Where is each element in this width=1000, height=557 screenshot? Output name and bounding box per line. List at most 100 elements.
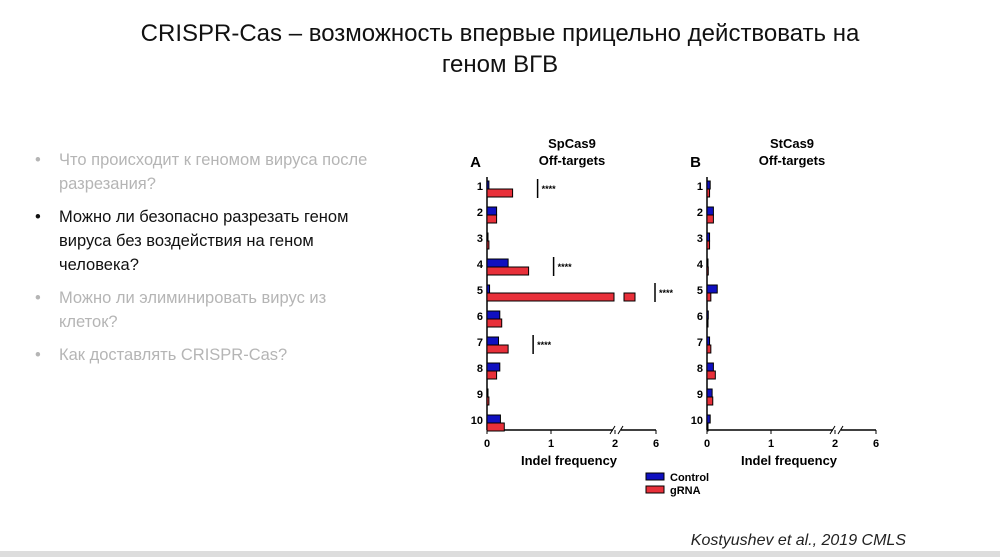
bar-grna [486, 344, 509, 354]
bar-control [706, 388, 713, 398]
category-label: 9 [477, 389, 483, 401]
category-label: 7 [697, 337, 703, 349]
category-label: 2 [477, 207, 483, 219]
legend-swatch [645, 485, 665, 494]
x-tick-label: 1 [768, 438, 774, 450]
bar-grna [486, 266, 530, 276]
axis-break-mark [617, 425, 624, 435]
bar-control [706, 284, 718, 294]
bar-control [706, 232, 711, 242]
bar-grna [706, 214, 714, 224]
category-label: 5 [697, 285, 703, 297]
category-label: 1 [477, 181, 483, 193]
bar-control [486, 336, 500, 346]
bar-grna [486, 396, 490, 406]
panel-letter: A [470, 154, 481, 171]
bar-control [486, 362, 501, 372]
bar-grna [706, 370, 716, 380]
bar-control [706, 180, 711, 190]
category-label: 10 [691, 415, 703, 427]
title-line-1: CRISPR-Cas – возможность впервые прицель… [140, 20, 860, 47]
bar-grna [486, 292, 615, 302]
category-label: 3 [477, 233, 483, 245]
bar-grna [706, 344, 712, 354]
category-label: 7 [477, 337, 483, 349]
x-tick-label: 0 [704, 438, 710, 450]
significance-label: **** [558, 262, 573, 272]
bullet-item: Что происходит к геномом вируса после ра… [35, 148, 375, 196]
bar-grna [623, 292, 636, 302]
significance-label: **** [537, 340, 552, 350]
x-axis-label: Indel frequency [741, 453, 838, 468]
bar-grna [486, 422, 505, 432]
bullet-item: Как доставлять CRISPR-Cas? [35, 343, 375, 367]
bar-grna [706, 396, 714, 406]
bar-control [486, 258, 509, 268]
title-line-2: геном ВГВ [441, 51, 559, 78]
category-label: 1 [697, 181, 703, 193]
bar-grna [706, 422, 709, 432]
bar-grna [706, 188, 711, 198]
x-axis-label: Indel frequency [521, 453, 618, 468]
bar-grna [706, 240, 711, 250]
bar-control [486, 232, 489, 242]
x-tick-label: 1 [548, 438, 554, 450]
legend-swatch [645, 472, 665, 481]
bar-grna [706, 292, 712, 302]
panel-subtitle: Off-targets [759, 153, 825, 168]
significance-label: **** [542, 184, 557, 194]
bullet-item: Можно ли безопасно разрезать геном вирус… [35, 205, 375, 277]
x-tick-label: 2 [832, 438, 838, 450]
panel-title: SpCas9 [548, 136, 596, 151]
category-label: 4 [477, 259, 484, 271]
bar-control [706, 258, 709, 268]
legend-label: gRNA [670, 485, 701, 497]
panel-letter: B [690, 154, 701, 171]
axis-break-mark [609, 425, 616, 435]
bar-grna [486, 240, 490, 250]
category-label: 8 [477, 363, 483, 375]
bar-control [486, 414, 501, 424]
x-tick-label: 0 [484, 438, 490, 450]
category-label: 6 [477, 311, 483, 323]
bar-grna [706, 266, 709, 276]
category-label: 5 [477, 285, 483, 297]
bar-control [706, 336, 711, 346]
category-label: 3 [697, 233, 703, 245]
bar-grna [486, 318, 503, 328]
bar-control [486, 180, 490, 190]
axis-break-mark [829, 425, 836, 435]
panel-title: StCas9 [770, 136, 814, 151]
category-label: 8 [697, 363, 703, 375]
bar-grna [486, 370, 498, 380]
category-label: 6 [697, 311, 703, 323]
bar-control [486, 284, 491, 294]
x-tick-label: 6 [873, 438, 879, 450]
bullet-item: Можно ли элиминировать вирус из клеток? [35, 286, 375, 334]
significance-label: **** [659, 288, 674, 298]
panel-subtitle: Off-targets [539, 153, 605, 168]
citation: Kostyushev et al., 2019 CMLS [690, 532, 906, 549]
legend-label: Control [670, 472, 709, 484]
bullet-list: Что происходит к геномом вируса после ра… [35, 148, 375, 376]
bottom-bar [0, 551, 1000, 557]
bar-control [706, 414, 711, 424]
category-label: 2 [697, 207, 703, 219]
category-label: 9 [697, 389, 703, 401]
bar-grna [486, 188, 514, 198]
bar-grna [706, 318, 709, 328]
category-label: 10 [471, 415, 483, 427]
bar-grna [486, 214, 498, 224]
bar-control [486, 388, 489, 398]
category-label: 4 [697, 259, 704, 271]
bar-control [706, 206, 714, 216]
axis-break-mark [837, 425, 844, 435]
x-tick-label: 6 [653, 438, 659, 450]
bar-control [486, 310, 501, 320]
bar-control [706, 362, 714, 372]
x-tick-label: 2 [612, 438, 618, 450]
bar-control [486, 206, 498, 216]
bar-control [706, 310, 709, 320]
slide-title: CRISPR-Cas – возможность впервые прицель… [0, 18, 1000, 80]
